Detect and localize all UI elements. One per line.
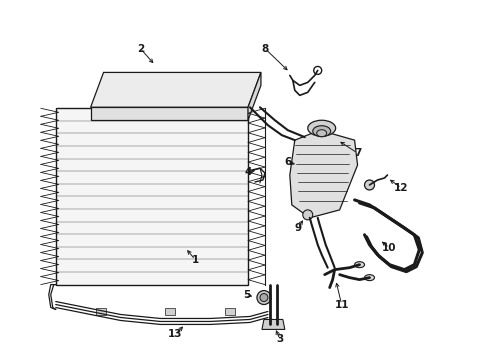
Circle shape bbox=[302, 210, 312, 220]
Polygon shape bbox=[289, 130, 357, 218]
Ellipse shape bbox=[307, 120, 335, 136]
Ellipse shape bbox=[312, 126, 330, 137]
Text: 7: 7 bbox=[353, 148, 361, 158]
Text: 5: 5 bbox=[243, 289, 250, 300]
Bar bbox=[224, 307, 235, 315]
Polygon shape bbox=[56, 108, 247, 285]
Text: 11: 11 bbox=[334, 300, 348, 310]
Ellipse shape bbox=[316, 130, 326, 137]
Bar bbox=[165, 307, 175, 315]
Text: 2: 2 bbox=[137, 44, 144, 54]
Text: 12: 12 bbox=[393, 183, 408, 193]
Circle shape bbox=[256, 291, 270, 305]
Text: 3: 3 bbox=[276, 334, 283, 345]
Text: 1: 1 bbox=[191, 255, 199, 265]
Text: 4: 4 bbox=[244, 167, 251, 177]
Text: 13: 13 bbox=[168, 329, 182, 339]
Polygon shape bbox=[90, 72, 261, 107]
Text: 10: 10 bbox=[382, 243, 396, 253]
Text: 9: 9 bbox=[294, 223, 301, 233]
Text: 6: 6 bbox=[284, 157, 291, 167]
Polygon shape bbox=[262, 319, 285, 329]
Polygon shape bbox=[90, 107, 247, 120]
Ellipse shape bbox=[364, 275, 374, 280]
Circle shape bbox=[364, 180, 374, 190]
Polygon shape bbox=[247, 72, 261, 120]
Text: 8: 8 bbox=[261, 44, 268, 54]
Circle shape bbox=[260, 293, 267, 302]
Bar bbox=[95, 307, 105, 315]
Ellipse shape bbox=[354, 262, 364, 268]
